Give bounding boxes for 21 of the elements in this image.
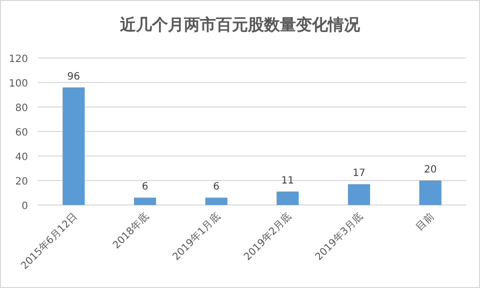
data-label: 17: [352, 168, 366, 180]
bar: [419, 180, 442, 205]
y-tick-label: 100: [8, 78, 28, 90]
data-label: 6: [142, 182, 148, 193]
bar: [276, 192, 299, 205]
y-tick-label: 0: [22, 201, 28, 212]
data-label: 6: [213, 182, 220, 193]
y-tick-label: 80: [15, 103, 28, 114]
bar: [205, 198, 228, 205]
y-tick-label: 60: [15, 128, 28, 138]
y-tick-label: 20: [15, 176, 28, 188]
bar: [134, 198, 156, 205]
data-label: 20: [424, 164, 437, 176]
data-label: 96: [67, 71, 80, 82]
bar: [348, 184, 370, 205]
bar: [62, 87, 85, 205]
y-tick-label: 120: [8, 54, 28, 65]
data-label: 11: [281, 176, 294, 187]
x-tick-label: 目前: [414, 210, 436, 234]
chart-title: 近几个月两市百元股数量变化情况: [119, 15, 361, 34]
y-tick-label: 40: [15, 152, 28, 163]
